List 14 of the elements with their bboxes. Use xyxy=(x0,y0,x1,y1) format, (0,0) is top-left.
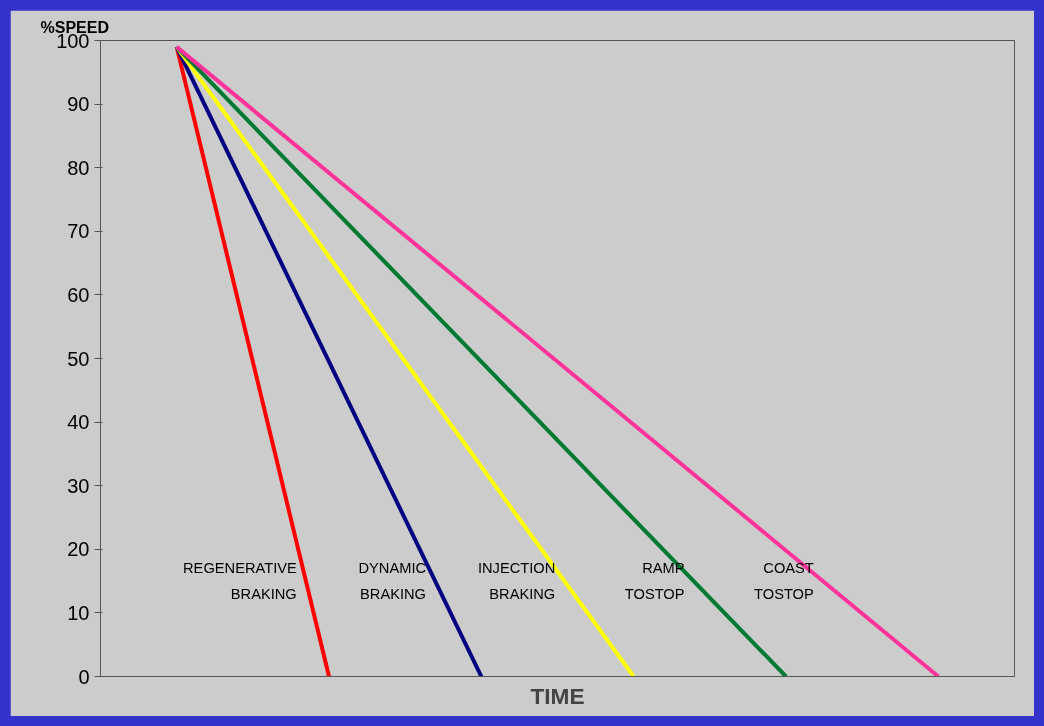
y-tick-label: 80 xyxy=(67,156,90,179)
series-label: REGENERATIVE BRAKING xyxy=(183,560,297,602)
y-tick-label: 60 xyxy=(67,283,90,306)
y-tick-label: 50 xyxy=(67,347,90,370)
series-label: INJECTION BRAKING xyxy=(477,560,556,602)
y-tick-label: 70 xyxy=(67,220,90,243)
series-label: DYNAMIC BRAKING xyxy=(358,560,427,602)
y-tick-label: 20 xyxy=(67,538,90,561)
y-tick-label: 30 xyxy=(67,474,90,497)
y-tick-label: 90 xyxy=(67,93,90,116)
x-axis-title: TIME xyxy=(530,682,585,709)
y-tick-label: 40 xyxy=(67,411,90,434)
y-tick-label: 0 xyxy=(78,665,90,688)
y-tick-label: 10 xyxy=(67,601,90,624)
